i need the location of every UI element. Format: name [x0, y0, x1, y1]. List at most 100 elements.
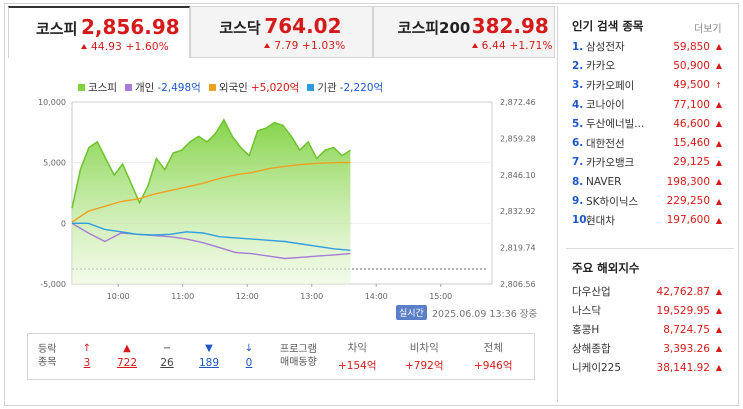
- popular-stock-row[interactable]: 9. SK하이닉스 229,250 ▲: [572, 191, 722, 210]
- fall-icon: ▼: [205, 343, 213, 354]
- index-name[interactable]: 홍콩H: [572, 324, 600, 336]
- up-arrow-icon: ▲: [715, 306, 722, 315]
- popular-stock-row[interactable]: 1. 삼성전자 59,850 ▲: [572, 37, 722, 56]
- stock-name[interactable]: 삼성전자: [586, 41, 625, 54]
- limit-up-stat[interactable]: ↑ 3: [72, 342, 102, 369]
- rise-icon: ▲: [123, 343, 131, 354]
- stock-price: 46,600: [673, 117, 710, 130]
- index-row[interactable]: 상해종합 3,393.26 ▲: [572, 339, 722, 358]
- up-triangle-icon: [81, 44, 87, 49]
- series-line-foreign: [71, 161, 351, 223]
- popular-stock-row[interactable]: 4. 코나아이 77,100 ▲: [572, 95, 722, 114]
- flat-icon: −: [162, 343, 172, 354]
- tab-kospi[interactable]: 코스피 2,856.98 44.93 +1.60%: [8, 6, 191, 58]
- popular-stock-row[interactable]: 10. 현대차 197,600 ▲: [572, 211, 722, 230]
- series-line-kospi: [71, 118, 351, 209]
- program-non-arbitrage: 비차익 +792억: [405, 342, 444, 372]
- more-link[interactable]: 더보기: [694, 24, 722, 35]
- limit-up-icon: ↑: [82, 343, 92, 354]
- flat-stat[interactable]: −26: [152, 342, 182, 369]
- program-arbitrage: 차익 +154억: [338, 342, 377, 372]
- stock-name[interactable]: 카카오페이: [586, 79, 635, 92]
- index-tabs: 코스피 2,856.98 44.93 +1.60% 코스닥 764.02 7.7…: [8, 6, 555, 58]
- stock-rank: 10.: [572, 214, 591, 227]
- index-name[interactable]: 상해종합: [572, 343, 611, 355]
- stock-name[interactable]: 코나아이: [586, 99, 625, 112]
- stock-rank: 2.: [572, 59, 584, 72]
- stock-price: 77,100: [673, 98, 710, 111]
- legend-item-individual[interactable]: 개인 -2,498억: [124, 80, 201, 95]
- realtime-badge[interactable]: 실시간: [396, 305, 427, 320]
- stock-name[interactable]: NAVER: [586, 175, 622, 188]
- up-arrow-icon: ▲: [715, 61, 722, 71]
- stock-name[interactable]: 현대차: [586, 214, 615, 227]
- stock-rank: 1.: [572, 40, 584, 53]
- tab-change: 7.79 +1.03%: [264, 40, 345, 52]
- stock-name[interactable]: 두산에너빌...: [586, 118, 645, 131]
- up-arrow-icon: ▲: [715, 177, 722, 187]
- stock-price: 29,125: [673, 156, 710, 169]
- stock-name[interactable]: 대한전선: [586, 137, 625, 150]
- program-total: 전체 +946억: [474, 342, 513, 372]
- stock-price: 197,600: [666, 214, 710, 227]
- popular-stock-row[interactable]: 6. 대한전선 15,460 ▲: [572, 133, 722, 152]
- popular-stock-row[interactable]: 3. 카카오페이 49,500 ↑: [572, 76, 722, 95]
- up-triangle-icon: [471, 43, 478, 48]
- legend-swatch: [307, 84, 315, 91]
- tab-price: 764.02: [264, 14, 342, 38]
- stock-price: 198,300: [666, 175, 710, 188]
- popular-title: 인기 검색 종목: [572, 19, 644, 33]
- series-area-kospi: [72, 119, 351, 284]
- popular-stock-row[interactable]: 7. 카카오뱅크 29,125 ▲: [572, 153, 722, 172]
- legend-item-foreign[interactable]: 외국인 +5,020억: [208, 80, 299, 95]
- stock-name[interactable]: 카카오뱅크: [586, 156, 635, 169]
- legend-item-institution[interactable]: 기관 -2,220억: [307, 80, 383, 95]
- up-arrow-icon: ↑: [715, 80, 722, 90]
- index-name[interactable]: 나스닥: [572, 305, 601, 317]
- y-right-tick-label: 2,806.56: [500, 280, 536, 289]
- legend-item-kospi[interactable]: 코스피: [78, 80, 117, 95]
- x-tick-label: 15:00: [429, 292, 452, 301]
- x-tick-label: 14:00: [365, 292, 388, 301]
- stock-name[interactable]: 카카오: [586, 60, 615, 73]
- up-arrow-icon: ▲: [715, 215, 722, 225]
- limit-down-icon: ↓: [244, 343, 254, 354]
- legend-swatch: [124, 84, 132, 91]
- y-right-tick-label: 2,819.74: [500, 244, 536, 253]
- fall-stat[interactable]: ▼ 189: [194, 342, 224, 369]
- stock-rank: 5.: [572, 117, 584, 130]
- stock-name[interactable]: SK하이닉스: [586, 195, 639, 208]
- legend-swatch: [208, 84, 216, 91]
- index-row[interactable]: 나스닥 19,529.95 ▲: [572, 301, 722, 320]
- index-row[interactable]: 홍콩H 8,724.75 ▲: [572, 320, 722, 339]
- tab-name: 코스닥: [219, 19, 261, 37]
- up-arrow-icon: ▲: [715, 196, 722, 206]
- index-name[interactable]: 니케이225: [572, 362, 622, 374]
- stock-price: 15,460: [673, 137, 710, 150]
- chart-legend: 코스피 개인 -2,498억 외국인 +5,020억 기관 -2,220억: [78, 80, 383, 95]
- x-tick-label: 13:00: [300, 292, 323, 301]
- updown-label: 등락 종목: [38, 344, 57, 368]
- popular-stock-row[interactable]: 2. 카카오 50,900 ▲: [572, 56, 722, 75]
- tab-name: 코스피: [36, 20, 78, 38]
- stock-rank: 8.: [572, 175, 584, 188]
- rise-stat[interactable]: ▲ 722: [112, 342, 142, 369]
- index-name[interactable]: 다우산업: [572, 286, 611, 298]
- index-row[interactable]: 니케이225 38,141.92 ▲: [572, 358, 722, 377]
- popular-stock-row[interactable]: 8. NAVER 198,300 ▲: [572, 172, 722, 191]
- tab-kosdaq[interactable]: 코스닥 764.02 7.79 +1.03%: [190, 6, 373, 58]
- tab-price: 2,856.98: [81, 15, 180, 39]
- limit-down-stat[interactable]: ↓ 0: [234, 342, 264, 369]
- index-price: 3,393.26: [663, 342, 710, 355]
- indices-list: 다우산업 42,762.87 ▲ 나스닥 19,529.95 ▲ 홍콩H 8,724.75 ▲ 상…: [572, 282, 722, 377]
- up-arrow-icon: ▲: [715, 344, 722, 353]
- stock-rank: 4.: [572, 98, 584, 111]
- index-price: 42,762.87: [656, 285, 710, 298]
- index-row[interactable]: 다우산업 42,762.87 ▲: [572, 282, 722, 301]
- series-line-institution: [72, 222, 351, 251]
- popular-stock-row[interactable]: 5. 두산에너빌... 46,600 ▲: [572, 114, 722, 133]
- index-price: 19,529.95: [656, 304, 710, 317]
- program-label: 프로그램 매매동향: [280, 344, 317, 368]
- timestamp: 2025.06.09 13:36 장중: [432, 309, 538, 320]
- tab-kospi200[interactable]: 코스피200 382.98 6.44 +1.71%: [372, 6, 555, 58]
